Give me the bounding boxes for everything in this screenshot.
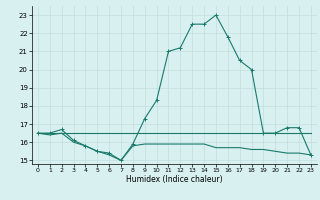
X-axis label: Humidex (Indice chaleur): Humidex (Indice chaleur) (126, 175, 223, 184)
